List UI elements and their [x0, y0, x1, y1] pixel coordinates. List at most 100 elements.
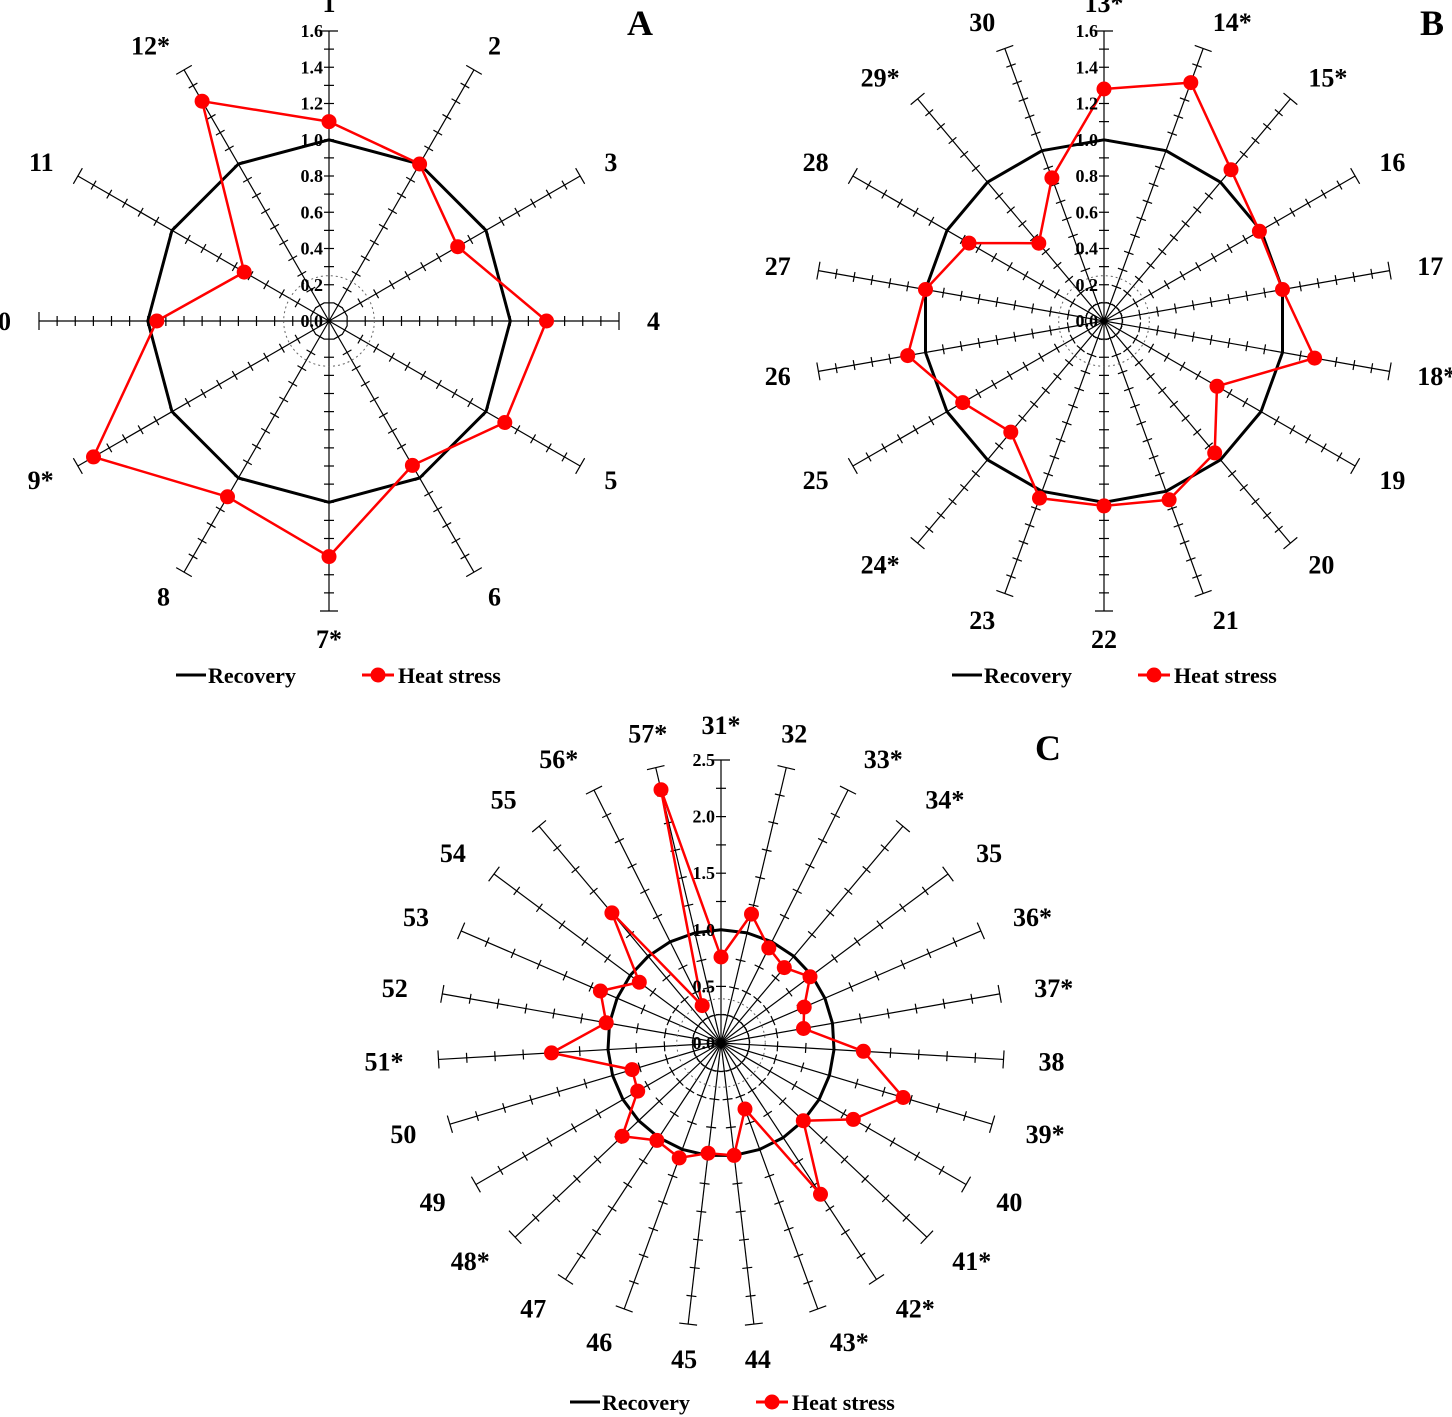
- axis-tick: [1086, 284, 1097, 290]
- axis-tick: [137, 207, 144, 217]
- axis-tick: [251, 192, 262, 199]
- axis-tick: [306, 286, 316, 293]
- axis-tick: [1041, 247, 1050, 256]
- axis-tick: [925, 109, 934, 117]
- axis-tick: [928, 216, 935, 226]
- axis-tick: [465, 567, 483, 578]
- axis-tick: [729, 986, 740, 990]
- axis-tick: [994, 192, 1004, 200]
- axis-tick: [807, 930, 817, 939]
- axis-tick: [1006, 206, 1016, 214]
- legend-label: Heat stress: [1174, 663, 1277, 688]
- axis-tick: [1156, 325, 1160, 336]
- axis-tick: [696, 958, 707, 963]
- axis-tick: [440, 984, 445, 1003]
- axis-tick: [991, 252, 998, 263]
- data-point: [796, 1021, 811, 1036]
- axis-tick: [914, 1151, 921, 1161]
- axis-tick: [920, 1230, 934, 1245]
- axis-tick: [646, 764, 665, 771]
- axis-tick: [881, 443, 888, 453]
- axis-tick: [910, 536, 925, 550]
- axis-tick: [1336, 452, 1343, 462]
- data-point: [1275, 282, 1290, 297]
- axis-tick: [844, 887, 853, 895]
- axis-tick: [1123, 386, 1134, 392]
- axis-tick: [764, 1173, 775, 1179]
- axis-tick: [137, 425, 144, 435]
- axis-tick: [333, 333, 343, 340]
- axis-tick: [852, 360, 856, 371]
- axis-tick: [840, 1155, 849, 1164]
- radial-tick-label: 0.8: [301, 166, 324, 186]
- axis-tick: [1148, 289, 1155, 299]
- axis-tick: [997, 984, 1002, 1003]
- axis-tick: [995, 334, 999, 345]
- axis-tick: [1043, 165, 1054, 170]
- axis-tick: [1179, 97, 1190, 102]
- legend: Recovery Heat stress: [570, 1390, 895, 1415]
- axis-tick: [925, 525, 934, 533]
- axis-tick: [1066, 309, 1070, 320]
- axis-tick: [1068, 403, 1078, 409]
- axis-tick: [1350, 167, 1361, 185]
- axis-tick: [184, 234, 191, 245]
- axis-tick: [755, 876, 766, 880]
- axis-tick: [522, 1049, 525, 1060]
- category-label: 6: [488, 582, 501, 611]
- axis-tick: [575, 167, 586, 185]
- axis-tick: [1227, 338, 1231, 349]
- axis-tick: [369, 239, 379, 246]
- axis-tick: [847, 457, 858, 475]
- axis-tick: [1053, 289, 1060, 299]
- axis-tick: [1173, 114, 1184, 119]
- axis-tick: [686, 1294, 697, 1298]
- axis-tick: [744, 1322, 763, 1326]
- axis-tick: [1336, 180, 1343, 190]
- category-label: 26: [765, 362, 791, 391]
- axis-tick: [888, 353, 892, 364]
- axis-tick: [667, 1173, 678, 1179]
- axis-tick: [405, 176, 416, 183]
- data-point: [918, 282, 933, 297]
- data-point: [624, 1062, 640, 1078]
- axis-tick: [435, 252, 442, 263]
- axis-tick: [1080, 267, 1091, 273]
- axis-tick: [1209, 334, 1213, 345]
- axis-tick: [188, 553, 198, 560]
- legend-marker: [370, 667, 386, 683]
- data-point: [1161, 492, 1177, 508]
- axis-tick: [404, 271, 411, 281]
- axis-tick: [1173, 523, 1184, 528]
- axis-tick: [861, 1174, 869, 1183]
- legend-marker: [1146, 667, 1162, 683]
- category-label: 29*: [861, 63, 900, 92]
- axis-tick: [865, 1123, 872, 1133]
- axis-tick: [510, 948, 516, 959]
- category-label: 9*: [28, 466, 54, 495]
- axis-tick: [854, 1078, 859, 1089]
- axis-tick: [936, 122, 946, 131]
- axis-tick: [936, 511, 946, 520]
- axis-tick: [396, 192, 407, 199]
- axis-tick: [709, 1098, 720, 1101]
- axis-tick: [1169, 234, 1179, 242]
- category-label: 40: [996, 1188, 1022, 1217]
- axis-tick: [831, 954, 838, 963]
- axis-tick: [536, 959, 542, 970]
- data-point: [1183, 75, 1199, 91]
- axis-tick: [224, 145, 234, 152]
- axis-tick: [848, 982, 854, 992]
- axis-tick: [451, 537, 461, 544]
- axis-tick: [870, 275, 874, 286]
- axis-tick: [941, 344, 945, 355]
- axis-tick: [484, 937, 490, 947]
- axis-tick: [1049, 454, 1060, 460]
- axis-tick: [457, 922, 466, 940]
- axis-tick: [1350, 457, 1361, 475]
- axis-tick: [451, 98, 461, 105]
- axis-tick: [977, 338, 981, 349]
- axis-tick: [638, 1253, 649, 1259]
- axis-tick: [637, 1062, 642, 1073]
- axis-tick: [640, 888, 650, 895]
